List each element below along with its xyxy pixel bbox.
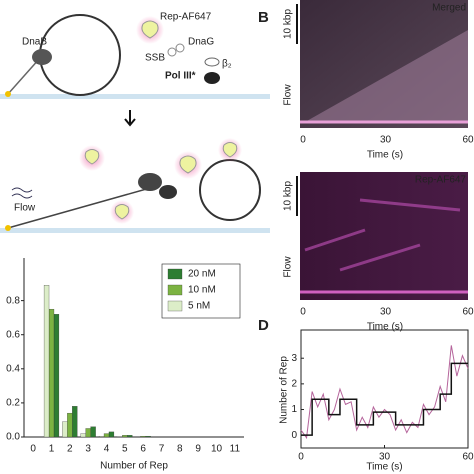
bar: [72, 406, 78, 438]
bar: [85, 428, 91, 438]
bar: [98, 435, 105, 438]
legend-label: 5 nM: [188, 301, 210, 312]
bar: [90, 426, 96, 438]
bar: [108, 431, 115, 438]
pol-label: Pol III*: [165, 71, 196, 82]
legend-swatch: [167, 300, 183, 312]
schematic: DnaB Rep-AF647 DnaG SSB β₂ Pol III* Flow: [0, 12, 270, 233]
x-tick-label: 60: [462, 135, 474, 146]
x-tick-label: 30: [380, 307, 392, 318]
arrow: [124, 110, 136, 127]
x-tick-label: 0: [300, 135, 306, 146]
bar: [145, 435, 151, 438]
kymograph-image: [300, 172, 468, 300]
scale-label: 10 kbp: [283, 9, 294, 39]
legend-swatch: [167, 284, 183, 296]
bar: [43, 285, 50, 438]
dna-circle: [199, 159, 261, 221]
dna-circle: [39, 14, 121, 96]
x-tick-label: 0: [298, 452, 304, 463]
x-tick-label: 0: [300, 307, 306, 318]
x-tick-label: 1: [49, 444, 55, 455]
x-tick-label: 3: [85, 444, 91, 455]
x-tick-label: 2: [67, 444, 73, 455]
y-tick-label: 0: [291, 430, 297, 441]
x-tick-label: 8: [177, 444, 183, 455]
y-tick-label: 3: [291, 353, 297, 364]
x-axis-label: Time (s): [367, 150, 403, 161]
x-tick-label: 30: [380, 135, 392, 146]
dnab-icon: [32, 49, 52, 65]
y-tick-label: 0.2: [6, 398, 20, 409]
x-tick-label: 60: [462, 452, 474, 463]
legend-label: 20 nM: [188, 269, 216, 280]
bar: [67, 412, 73, 438]
panel-label: D: [258, 317, 269, 334]
axis-frame: [300, 329, 469, 449]
data-line: [300, 345, 469, 440]
panel-label: B: [258, 9, 269, 26]
x-tick-label: 0: [30, 444, 36, 455]
y-tick-label: 1: [291, 404, 297, 415]
bar: [122, 435, 128, 438]
bar: [80, 433, 86, 438]
x-axis-label: Time (s): [366, 462, 402, 473]
kymograph-title: Rep-AF647: [415, 175, 467, 186]
x-tick-label: 10: [211, 444, 223, 455]
scale-label: 10 kbp: [283, 181, 294, 211]
dna-stretched: [7, 187, 151, 229]
surface: [0, 228, 270, 233]
bead: [5, 91, 11, 97]
y-tick-label: 0.8: [6, 295, 20, 306]
x-tick-label: 60: [462, 307, 474, 318]
bar: [53, 314, 60, 438]
bar: [127, 435, 133, 438]
rep-label: Rep-AF647: [160, 12, 212, 23]
dnab-label: DnaB: [22, 37, 47, 48]
kymograph-labels: Merged 10 kbp Flow 0 30 60 Time (s) Rep-AF647 10…: [283, 3, 474, 333]
y-axis-label: Number of Rep: [279, 356, 290, 424]
y-tick-label: 0.4: [6, 363, 20, 374]
legend-label: 10 nM: [188, 285, 216, 296]
bar: [103, 433, 110, 438]
flow-label: Flow: [14, 203, 36, 214]
x-tick-label: 5: [122, 444, 128, 455]
kymograph-title: Merged: [432, 3, 466, 14]
x-axis-label: Number of Rep: [100, 461, 168, 472]
dna-tether: [7, 57, 41, 95]
flow-label: Flow: [283, 84, 294, 106]
x-tick-label: 7: [159, 444, 165, 455]
x-tick-label: 11: [230, 444, 241, 455]
beta-label: β₂: [222, 59, 232, 70]
x-tick-label: 6: [140, 444, 146, 455]
bar: [48, 308, 55, 438]
x-axis-label: Time (s): [367, 322, 403, 333]
x-tick-label: 4: [104, 444, 110, 455]
y-tick-label: 2: [291, 379, 297, 390]
x-tick-label: 30: [379, 452, 391, 463]
bar: [140, 435, 146, 438]
x-tick-label: 9: [195, 444, 201, 455]
rep-icon: [141, 20, 159, 39]
bar: [62, 421, 68, 438]
ssb-label: SSB: [145, 53, 165, 64]
flow-label: Flow: [283, 256, 294, 278]
legend-swatch: [167, 268, 183, 280]
data-line: [301, 362, 468, 436]
surface: [0, 94, 270, 99]
y-tick-label: 0.6: [6, 329, 20, 340]
kymograph-trace: [305, 30, 468, 122]
y-tick-label: 0.0: [6, 432, 20, 443]
dnag-label: DnaG: [188, 37, 214, 48]
